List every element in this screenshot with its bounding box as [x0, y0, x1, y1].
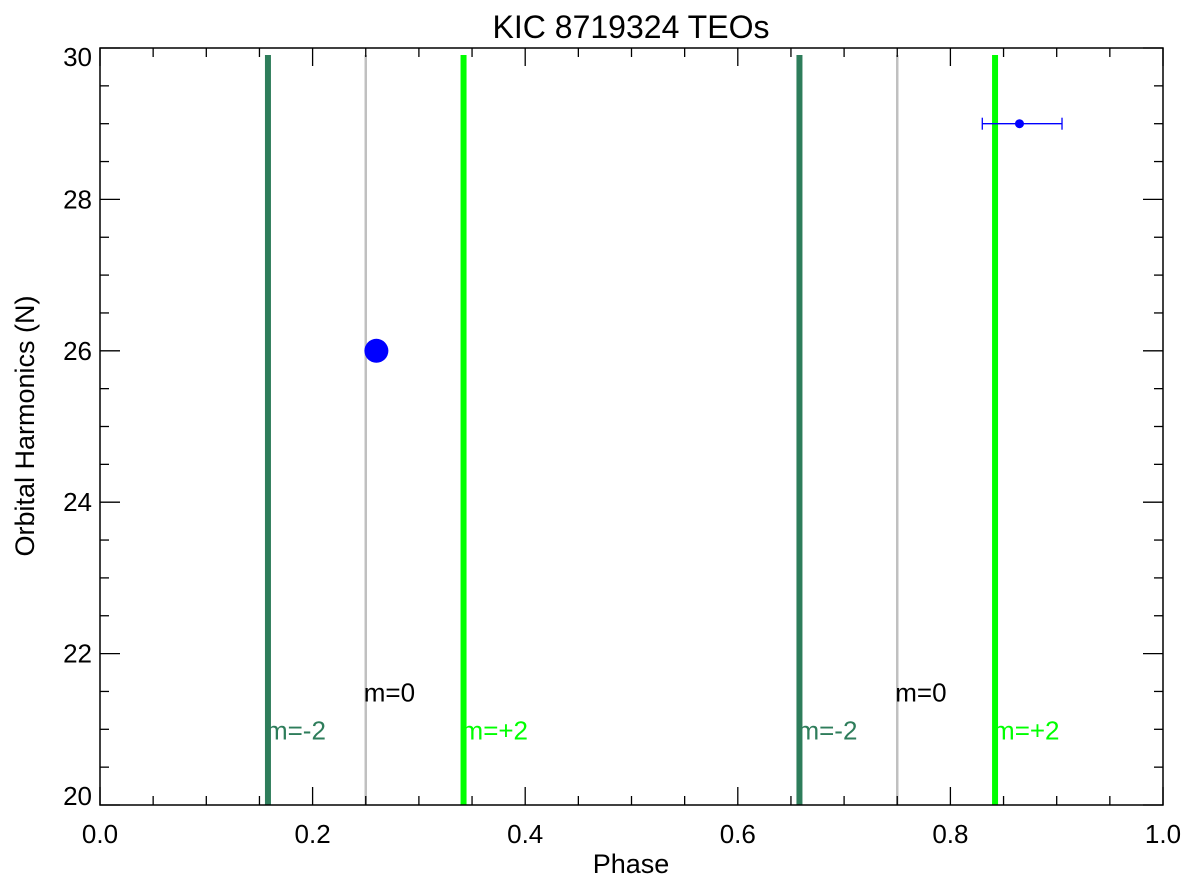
y-tick-label-3: 26: [63, 336, 92, 366]
data-point-1: [1015, 119, 1024, 128]
line-labels: m=-2 m=0 m=+2 m=-2 m=0 m=+2: [266, 677, 1060, 745]
x-tick-label-3: 0.6: [720, 819, 756, 849]
mode-label-4: m=0: [895, 677, 946, 707]
mode-label-2: m=+2: [462, 715, 529, 745]
data-points: [364, 118, 1062, 363]
mode-label-5: m=+2: [993, 715, 1060, 745]
chart-title: KIC 8719324 TEOs: [493, 9, 770, 45]
data-point-0: [364, 339, 388, 363]
x-tick-label-1: 0.2: [295, 819, 331, 849]
y-tick-label-1: 22: [63, 639, 92, 669]
mode-label-0: m=-2: [266, 715, 326, 745]
x-tick-label-5: 1.0: [1145, 819, 1181, 849]
x-tick-label-2: 0.4: [507, 819, 543, 849]
plot-frame: [100, 48, 1163, 805]
y-tick-label-5: 30: [63, 42, 92, 72]
x-axis-label: Phase: [593, 849, 670, 879]
axis-ticks: [100, 48, 1163, 805]
y-tick-label-4: 28: [63, 184, 92, 214]
x-tick-label-0: 0.0: [82, 819, 118, 849]
y-tick-label-2: 24: [63, 487, 92, 517]
y-axis-label: Orbital Harmonics (N): [10, 295, 40, 556]
y-tick-label-0: 20: [63, 781, 92, 811]
mode-label-1: m=0: [364, 677, 415, 707]
x-tick-label-4: 0.8: [932, 819, 968, 849]
mode-label-3: m=-2: [797, 715, 857, 745]
